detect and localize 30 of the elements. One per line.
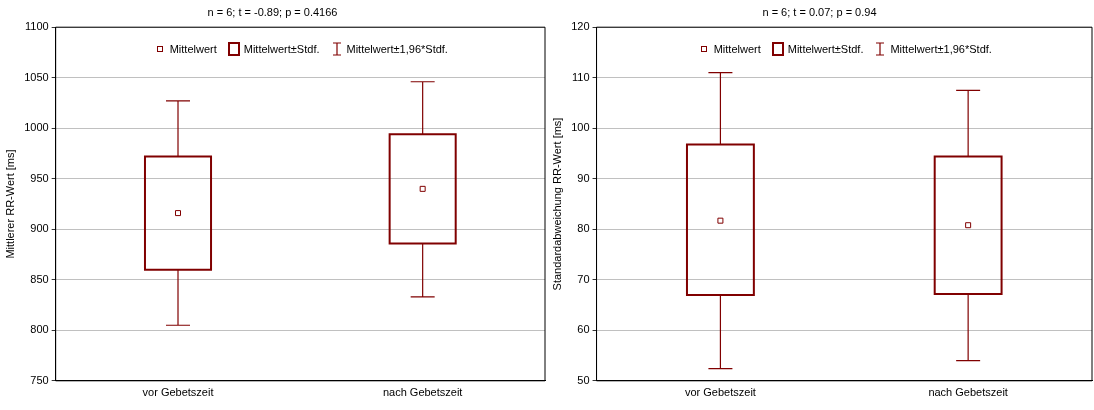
annotation: Mittelwert	[169, 43, 217, 56]
y-tick-label: 800	[30, 323, 49, 336]
legend-label: Mittelwert±Stdf.	[243, 43, 320, 56]
y-tick-label: 900	[30, 222, 49, 235]
y-tick-label: 60	[577, 323, 590, 336]
chart-title: n = 6; t = 0.07; p = 0.94	[762, 5, 877, 18]
y-axis-title: Mittlerer RR-Wert [ms]	[3, 149, 16, 259]
y-tick-label: 1000	[24, 121, 49, 134]
chart-title: n = 6; t = -0.89; p = 0.4166	[207, 5, 338, 18]
y-tick-label: 110	[572, 70, 590, 83]
y-tick-label: 120	[571, 20, 590, 33]
y-tick-label: 1050	[24, 70, 49, 83]
y-tick-label: 70	[577, 272, 590, 285]
x-tick-label: nach Gebetszeit	[382, 386, 463, 399]
y-tick-label: 90	[577, 171, 590, 184]
y-tick-label: 850	[30, 272, 49, 285]
y-tick-label: 750	[30, 373, 49, 386]
x-tick-label: nach Gebetszeit	[928, 386, 1008, 399]
y-tick-label: 950	[30, 171, 49, 184]
annotation: Mittelwert±1,96*Stdf.	[890, 43, 992, 56]
y-tick-label: 1100	[25, 20, 49, 33]
annotation: Mittelwert±1,96*Stdf.	[346, 43, 448, 56]
y-tick-label: 100	[571, 121, 590, 134]
annotation: Mittelwert	[713, 43, 761, 56]
legend-label: Mittelwert±Stdf.	[787, 43, 864, 56]
x-tick-label: vor Gebetszeit	[684, 386, 756, 399]
y-tick-label: 50	[577, 373, 590, 386]
y-axis-title: Standardabweichung RR-Wert [ms]	[550, 117, 563, 291]
x-tick-label: vor Gebetszeit	[142, 386, 214, 399]
y-tick-label: 80	[577, 222, 590, 235]
